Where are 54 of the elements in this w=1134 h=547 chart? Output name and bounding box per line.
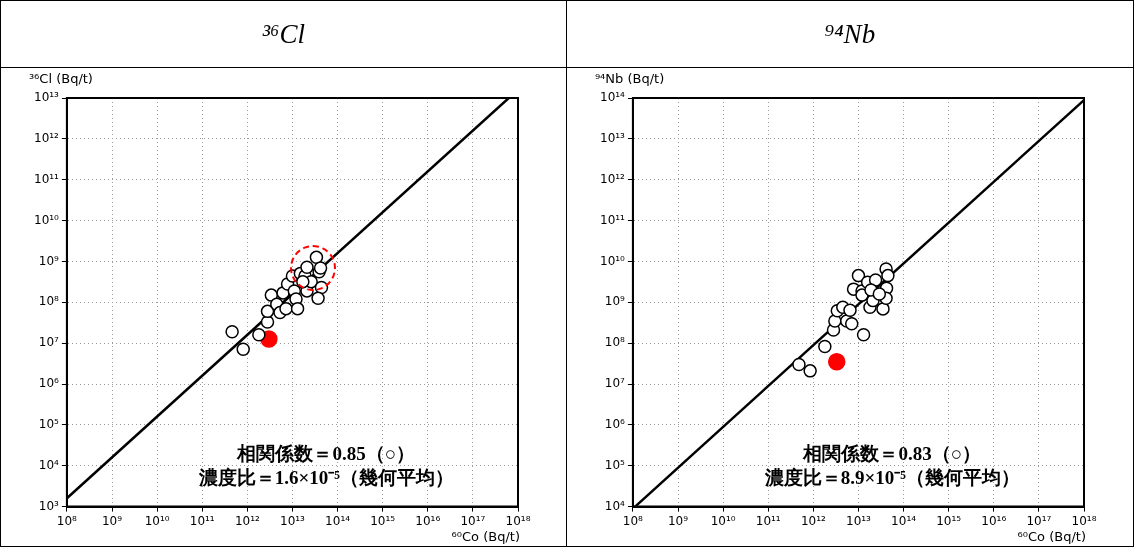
- x-tick-label: 10¹³: [846, 513, 872, 528]
- x-tick-label: 10¹¹: [189, 513, 215, 528]
- chart-title: ⁹⁴Nb: [567, 1, 1133, 68]
- y-tick-label: 10⁹: [38, 253, 60, 268]
- y-axis-title: ⁹⁴Nb (Bq/t): [594, 70, 665, 86]
- x-tick-label: 10⁹: [667, 513, 689, 528]
- x-axis-title: ⁶⁰Co (Bq/t): [451, 529, 520, 545]
- chart-title: ³⁶Cl: [1, 1, 566, 68]
- annotation: 相関係数＝0.85（○）: [236, 442, 416, 464]
- x-tick-label: 10¹⁴: [325, 513, 351, 528]
- x-tick-label: 10¹⁰: [710, 513, 736, 528]
- y-tick-label: 10⁸: [38, 294, 60, 309]
- x-tick-label: 10¹⁸: [1071, 513, 1097, 528]
- y-tick-label: 10¹³: [600, 130, 626, 145]
- y-tick-label: 10¹³: [34, 90, 60, 105]
- y-tick-label: 10⁴: [604, 498, 626, 513]
- y-tick-label: 10¹⁰: [600, 253, 626, 268]
- y-tick-label: 10⁶: [38, 376, 60, 391]
- x-axis-title: ⁶⁰Co (Bq/t): [1017, 529, 1086, 545]
- y-tick-label: 10⁸: [604, 335, 626, 350]
- x-tick-label: 10¹¹: [755, 513, 781, 528]
- annotation: 濃度比＝1.6×10⁻⁵（幾何平均）: [197, 466, 454, 488]
- y-tick-label: 10¹⁰: [34, 212, 60, 227]
- x-tick-label: 10¹⁵: [936, 513, 962, 528]
- x-tick-label: 10¹²: [800, 513, 826, 528]
- x-tick-label: 10⁸: [622, 513, 644, 528]
- x-tick-label: 10¹⁴: [891, 513, 917, 528]
- y-tick-label: 10⁹: [604, 294, 626, 309]
- x-tick-label: 10¹⁷: [460, 513, 486, 528]
- y-axis-title: ³⁶Cl (Bq/t): [28, 70, 93, 86]
- y-tick-label: 10¹²: [600, 171, 626, 186]
- y-tick-label: 10³: [38, 498, 60, 513]
- x-tick-label: 10⁸: [56, 513, 78, 528]
- y-tick-label: 10¹⁴: [600, 90, 626, 105]
- y-tick-label: 10¹¹: [600, 212, 626, 227]
- x-tick-label: 10¹⁸: [505, 513, 531, 528]
- x-tick-label: 10¹⁷: [1026, 513, 1052, 528]
- y-tick-label: 10⁵: [38, 417, 60, 432]
- x-tick-label: 10¹²: [234, 513, 260, 528]
- x-tick-label: 10¹⁰: [144, 513, 170, 528]
- y-tick-label: 10¹²: [34, 130, 60, 145]
- y-tick-label: 10⁴: [38, 457, 60, 472]
- annotation: 相関係数＝0.83（○）: [802, 442, 982, 464]
- annotation: 濃度比＝8.9×10⁻⁵（幾何平均）: [763, 466, 1020, 488]
- x-tick-label: 10¹⁶: [415, 513, 441, 528]
- y-tick-label: 10⁷: [604, 376, 626, 391]
- y-tick-label: 10⁷: [38, 335, 60, 350]
- x-tick-label: 10¹⁵: [370, 513, 396, 528]
- y-tick-label: 10⁵: [604, 457, 626, 472]
- x-tick-label: 10¹⁶: [981, 513, 1007, 528]
- y-tick-label: 10¹¹: [34, 171, 60, 186]
- x-tick-label: 10¹³: [280, 513, 306, 528]
- y-tick-label: 10⁶: [604, 417, 626, 432]
- x-tick-label: 10⁹: [101, 513, 123, 528]
